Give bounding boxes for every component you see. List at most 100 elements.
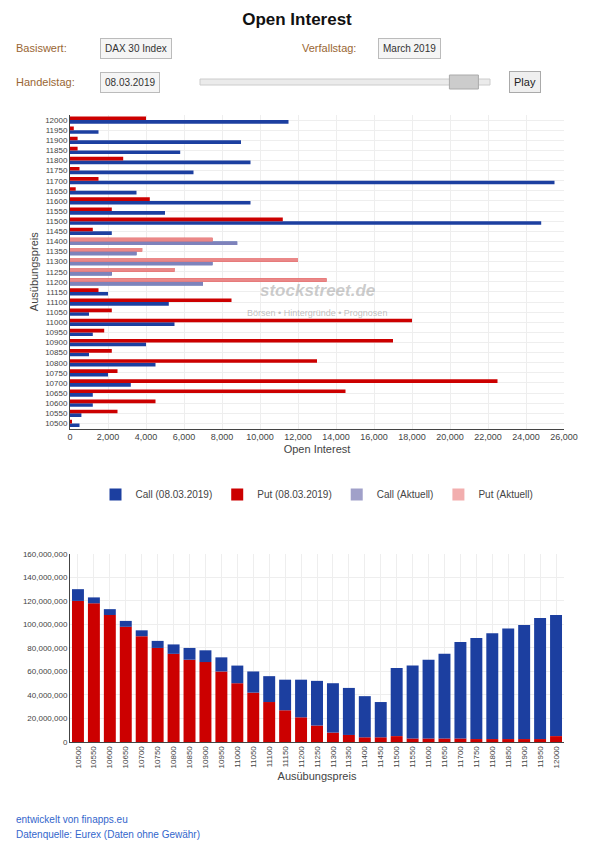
svg-text:11400: 11400 — [360, 746, 369, 768]
svg-text:10850: 10850 — [45, 348, 68, 357]
svg-text:10500: 10500 — [74, 746, 83, 769]
svg-text:Play: Play — [514, 76, 536, 88]
svg-text:11450: 11450 — [376, 746, 385, 768]
svg-text:60,000,000: 60,000,000 — [27, 667, 68, 676]
svg-text:11150: 11150 — [46, 288, 68, 297]
svg-text:11450: 11450 — [46, 227, 68, 236]
svg-text:10650: 10650 — [121, 746, 130, 769]
svg-text:4,000: 4,000 — [135, 432, 158, 442]
svg-text:11700: 11700 — [456, 746, 465, 768]
svg-text:11750: 11750 — [472, 746, 481, 768]
svg-text:0: 0 — [67, 432, 72, 442]
svg-text:10700: 10700 — [45, 379, 68, 388]
svg-text:14,000: 14,000 — [322, 432, 350, 442]
svg-text:11700: 11700 — [46, 177, 68, 186]
svg-text:11150: 11150 — [281, 746, 290, 768]
svg-text:11650: 11650 — [440, 746, 449, 768]
svg-text:11850: 11850 — [46, 146, 68, 155]
svg-text:11350: 11350 — [344, 746, 353, 768]
svg-text:11650: 11650 — [46, 187, 68, 196]
svg-text:11800: 11800 — [46, 156, 68, 165]
svg-text:11950: 11950 — [46, 126, 68, 135]
svg-text:11800: 11800 — [488, 746, 497, 768]
svg-text:11000: 11000 — [46, 318, 68, 327]
svg-text:08.03.2019: 08.03.2019 — [105, 77, 155, 88]
svg-text:Basiswert:: Basiswert: — [16, 42, 67, 54]
svg-text:20,000: 20,000 — [436, 432, 464, 442]
svg-text:18,000: 18,000 — [398, 432, 426, 442]
svg-text:24,000: 24,000 — [512, 432, 540, 442]
svg-text:10850: 10850 — [185, 746, 194, 769]
svg-text:20,000,000: 20,000,000 — [27, 714, 68, 723]
svg-text:2,000: 2,000 — [97, 432, 120, 442]
svg-text:11300: 11300 — [329, 746, 338, 768]
svg-text:11350: 11350 — [46, 247, 68, 256]
svg-text:120,000,000: 120,000,000 — [23, 597, 68, 606]
svg-text:11850: 11850 — [504, 746, 513, 768]
svg-text:100,000,000: 100,000,000 — [23, 620, 68, 629]
svg-text:entwickelt von finapps.eu: entwickelt von finapps.eu — [16, 814, 128, 825]
svg-text:0: 0 — [63, 738, 68, 747]
svg-text:Handelstag:: Handelstag: — [16, 76, 75, 88]
svg-text:11200: 11200 — [46, 278, 68, 287]
svg-text:11600: 11600 — [46, 197, 68, 206]
svg-text:8,000: 8,000 — [211, 432, 234, 442]
svg-text:11550: 11550 — [408, 746, 417, 768]
svg-text:10,000: 10,000 — [246, 432, 274, 442]
svg-text:10800: 10800 — [45, 359, 68, 368]
svg-text:Ausübungspreis: Ausübungspreis — [28, 232, 40, 311]
svg-text:10750: 10750 — [45, 369, 68, 378]
svg-text:10750: 10750 — [153, 746, 162, 769]
svg-text:Datenquelle: Eurex (Daten ohne: Datenquelle: Eurex (Daten ohne Gewähr) — [16, 829, 200, 840]
svg-text:Call (08.03.2019): Call (08.03.2019) — [136, 489, 213, 500]
svg-text:12000: 12000 — [552, 746, 561, 769]
svg-text:6,000: 6,000 — [173, 432, 196, 442]
svg-text:10600: 10600 — [105, 746, 114, 769]
svg-text:11050: 11050 — [249, 746, 258, 768]
svg-text:Open Interest: Open Interest — [242, 10, 352, 29]
svg-text:Ausübungspreis: Ausübungspreis — [278, 770, 357, 782]
svg-text:10900: 10900 — [201, 746, 210, 769]
svg-text:11950: 11950 — [536, 746, 545, 768]
svg-text:10900: 10900 — [45, 338, 68, 347]
svg-text:10600: 10600 — [45, 399, 68, 408]
svg-text:10550: 10550 — [45, 409, 68, 418]
svg-text:10650: 10650 — [45, 389, 68, 398]
svg-text:March 2019: March 2019 — [383, 43, 436, 54]
svg-text:Verfallstag:: Verfallstag: — [302, 42, 356, 54]
svg-text:80,000,000: 80,000,000 — [27, 644, 68, 653]
svg-text:10800: 10800 — [169, 746, 178, 769]
svg-text:10700: 10700 — [137, 746, 146, 769]
svg-text:11550: 11550 — [46, 207, 68, 216]
svg-text:11500: 11500 — [46, 217, 68, 226]
svg-text:11600: 11600 — [424, 746, 433, 768]
svg-text:11100: 11100 — [265, 746, 274, 768]
svg-text:12,000: 12,000 — [284, 432, 312, 442]
svg-text:10950: 10950 — [217, 746, 226, 769]
svg-text:11000: 11000 — [233, 746, 242, 768]
svg-text:160,000,000: 160,000,000 — [23, 550, 68, 559]
svg-text:Put (Aktuell): Put (Aktuell) — [478, 489, 532, 500]
svg-text:Open Interest: Open Interest — [284, 443, 351, 455]
svg-text:40,000,000: 40,000,000 — [27, 691, 68, 700]
svg-text:11900: 11900 — [46, 136, 68, 145]
svg-text:11900: 11900 — [520, 746, 529, 768]
svg-text:11250: 11250 — [313, 746, 322, 768]
svg-text:DAX 30 Index: DAX 30 Index — [105, 43, 167, 54]
svg-text:22,000: 22,000 — [474, 432, 502, 442]
svg-text:10550: 10550 — [90, 746, 99, 769]
svg-text:10500: 10500 — [45, 419, 68, 428]
svg-text:11100: 11100 — [46, 298, 68, 307]
svg-text:11750: 11750 — [46, 166, 68, 175]
svg-text:11200: 11200 — [297, 746, 306, 768]
svg-text:stockstreet.de: stockstreet.de — [260, 281, 375, 300]
svg-text:11500: 11500 — [392, 746, 401, 768]
svg-text:Put (08.03.2019): Put (08.03.2019) — [257, 489, 332, 500]
svg-text:10950: 10950 — [45, 328, 68, 337]
svg-text:16,000: 16,000 — [360, 432, 388, 442]
svg-text:11050: 11050 — [46, 308, 68, 317]
svg-text:12000: 12000 — [45, 116, 68, 125]
svg-text:26,000: 26,000 — [550, 432, 578, 442]
svg-text:11300: 11300 — [46, 257, 68, 266]
svg-text:140,000,000: 140,000,000 — [23, 573, 68, 582]
